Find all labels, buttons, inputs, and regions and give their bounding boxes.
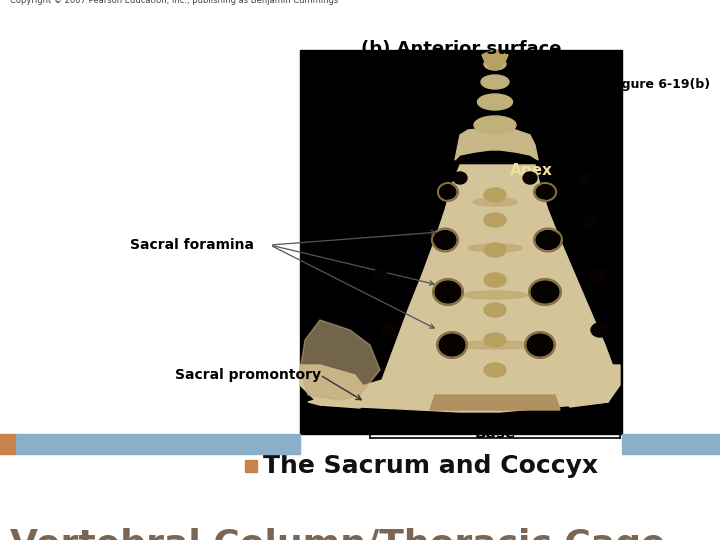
Ellipse shape <box>439 334 465 356</box>
Ellipse shape <box>583 216 597 228</box>
Ellipse shape <box>467 244 523 252</box>
Text: Copyright © 2007 Pearson Education, Inc., publishing as Benjamin Cummings: Copyright © 2007 Pearson Education, Inc.… <box>10 0 338 5</box>
Ellipse shape <box>484 243 506 257</box>
Ellipse shape <box>373 269 387 281</box>
Ellipse shape <box>590 268 606 281</box>
Polygon shape <box>300 320 380 400</box>
Ellipse shape <box>531 281 559 303</box>
Bar <box>300 50 622 434</box>
Polygon shape <box>308 165 618 412</box>
Ellipse shape <box>473 198 517 206</box>
Polygon shape <box>455 128 538 160</box>
Text: Sacral promontory: Sacral promontory <box>175 368 321 382</box>
Bar <box>0 434 16 454</box>
Ellipse shape <box>527 334 553 356</box>
Text: Base: Base <box>474 426 516 441</box>
Ellipse shape <box>484 188 506 202</box>
Ellipse shape <box>591 323 609 337</box>
Ellipse shape <box>455 341 535 349</box>
Ellipse shape <box>462 291 528 299</box>
Text: Vertebral Column/Thoracic Cage: Vertebral Column/Thoracic Cage <box>10 528 665 540</box>
Ellipse shape <box>435 281 461 303</box>
Ellipse shape <box>484 303 506 317</box>
Bar <box>16 434 300 454</box>
Text: Sacral foramina: Sacral foramina <box>130 238 254 252</box>
Polygon shape <box>300 365 370 408</box>
Ellipse shape <box>536 185 554 199</box>
Bar <box>622 434 720 454</box>
Ellipse shape <box>484 273 506 287</box>
Ellipse shape <box>579 173 591 183</box>
Ellipse shape <box>477 94 513 110</box>
Text: Figure 6-19(b): Figure 6-19(b) <box>609 78 710 91</box>
Ellipse shape <box>434 231 456 249</box>
Ellipse shape <box>484 363 506 377</box>
Ellipse shape <box>536 231 560 249</box>
Text: Apex: Apex <box>510 163 553 178</box>
Ellipse shape <box>523 172 537 184</box>
Ellipse shape <box>474 116 516 134</box>
Bar <box>245 460 257 472</box>
Ellipse shape <box>484 58 506 70</box>
Ellipse shape <box>484 333 506 347</box>
Polygon shape <box>560 365 620 407</box>
Ellipse shape <box>453 172 467 184</box>
Polygon shape <box>482 50 508 70</box>
Ellipse shape <box>484 213 506 227</box>
Text: The Sacrum and Coccyx: The Sacrum and Coccyx <box>263 454 598 478</box>
Text: (b) Anterior surface: (b) Anterior surface <box>361 40 562 58</box>
Ellipse shape <box>440 185 456 199</box>
Polygon shape <box>430 395 560 410</box>
Ellipse shape <box>481 75 509 89</box>
Ellipse shape <box>382 323 398 336</box>
